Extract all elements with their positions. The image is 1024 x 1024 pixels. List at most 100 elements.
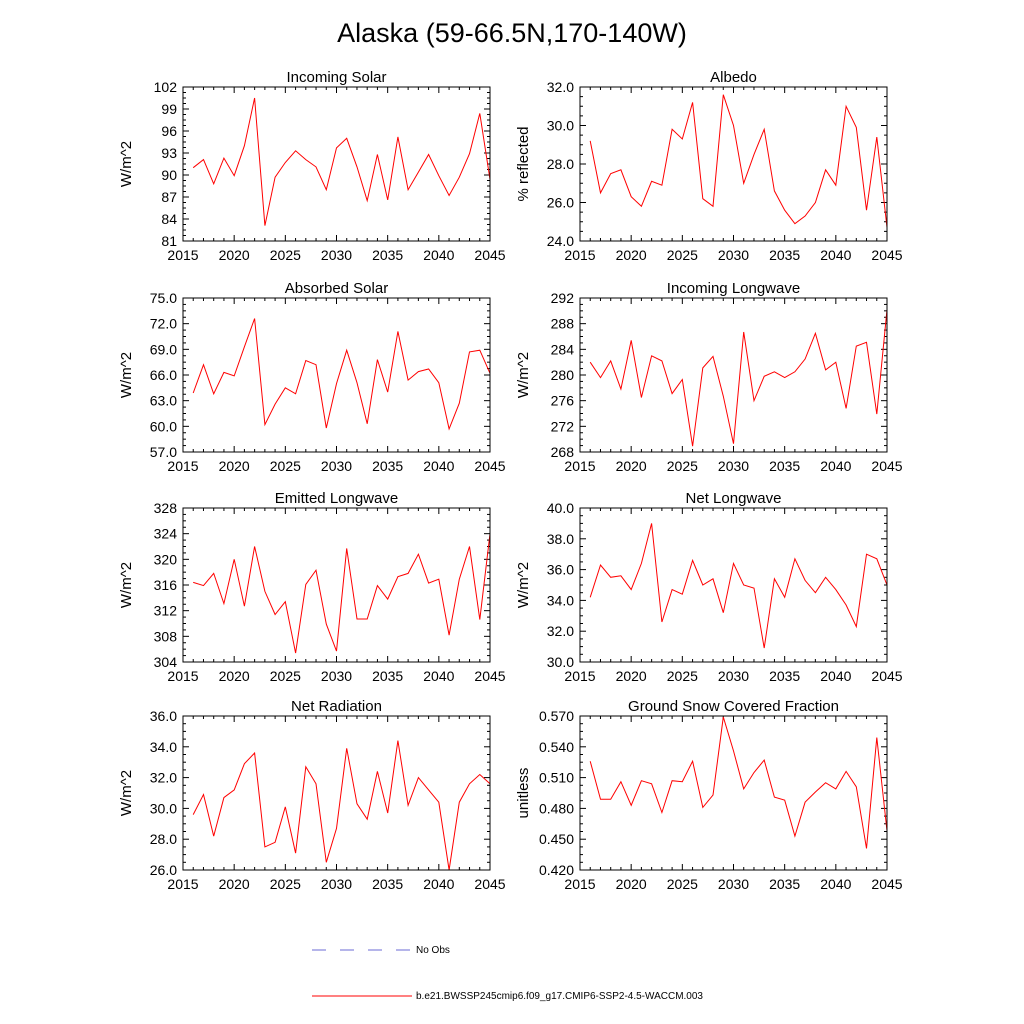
panel-6: Net Radiation W/m^2 2015 2020 2025 2030 2035 20… [118, 698, 506, 892]
x-tick-label: 2045 [871, 668, 902, 684]
x-tick-label: 2030 [718, 876, 749, 892]
panel-title: Net Longwave [686, 490, 782, 507]
y-tick-label: 288 [551, 316, 575, 332]
y-tick-label: 292 [551, 290, 575, 306]
y-axis-label: W/m^2 [118, 141, 135, 187]
y-tick-label: 0.420 [539, 862, 574, 878]
y-tick-label: 0.540 [539, 739, 574, 755]
series-line [589, 94, 888, 228]
y-tick-label: 40.0 [547, 500, 574, 516]
x-tick-label: 2045 [474, 247, 505, 263]
x-tick-label: 2040 [423, 668, 454, 684]
y-tick-label: 304 [154, 654, 178, 670]
x-tick-label: 2035 [372, 668, 403, 684]
y-tick-label: 66.0 [150, 367, 177, 383]
series-line [589, 716, 888, 849]
y-tick-label: 324 [154, 526, 178, 542]
series-line [589, 523, 888, 649]
panels-group: Incoming Solar W/m^2 2015 2020 2025 2030 2035 2… [118, 69, 903, 892]
y-tick-label: 32.0 [547, 79, 574, 95]
x-tick-label: 2040 [423, 876, 454, 892]
y-tick-label: 30.0 [150, 800, 177, 816]
y-tick-label: 28.0 [547, 156, 574, 172]
panel-7: Ground Snow Covered Fraction unitless 2015… [515, 698, 903, 892]
series-line [192, 97, 491, 226]
panel-title: Incoming Longwave [667, 280, 800, 297]
y-tick-label: 0.480 [539, 800, 574, 816]
y-tick-label: 102 [154, 79, 178, 95]
panel-title: Absorbed Solar [285, 280, 388, 297]
x-tick-label: 2015 [564, 668, 595, 684]
x-tick-label: 2015 [564, 876, 595, 892]
y-tick-label: 38.0 [547, 531, 574, 547]
y-tick-label: 75.0 [150, 290, 177, 306]
y-tick-label: 90 [161, 167, 177, 183]
panel-4: Emitted Longwave W/m^2 2015 2020 2025 2030 203… [118, 490, 506, 684]
x-tick-label: 2035 [372, 876, 403, 892]
y-axis-label: W/m^2 [118, 770, 135, 816]
y-tick-label: 268 [551, 444, 575, 460]
y-tick-label: 32.0 [547, 623, 574, 639]
legend-obs-label: No Obs [416, 945, 450, 956]
x-tick-label: 2040 [820, 668, 851, 684]
y-tick-label: 93 [161, 145, 177, 161]
x-tick-label: 2015 [564, 458, 595, 474]
plot-frame [182, 297, 491, 453]
y-axis-label: W/m^2 [515, 352, 532, 398]
plot-frame [579, 715, 888, 871]
y-tick-label: 0.570 [539, 708, 574, 724]
y-tick-label: 30.0 [547, 118, 574, 134]
x-tick-label: 2030 [321, 668, 352, 684]
x-tick-label: 2020 [616, 458, 647, 474]
panel-title: Net Radiation [291, 698, 382, 715]
x-tick-label: 2035 [372, 458, 403, 474]
x-tick-label: 2015 [167, 247, 198, 263]
y-tick-label: 36.0 [547, 562, 574, 578]
panel-2: Absorbed Solar W/m^2 2015 2020 2025 2030 2035 2… [118, 280, 506, 474]
y-tick-label: 26.0 [547, 195, 574, 211]
panel-1: Albedo % reflected 2015 2020 2025 2030 2035 204… [515, 69, 903, 263]
x-tick-label: 2025 [270, 668, 301, 684]
x-tick-label: 2045 [474, 668, 505, 684]
plot-frame [182, 86, 491, 242]
plot-frame [579, 507, 888, 663]
x-tick-label: 2025 [270, 247, 301, 263]
y-tick-label: 84 [161, 211, 177, 227]
y-tick-label: 69.0 [150, 341, 177, 357]
x-tick-label: 2025 [667, 668, 698, 684]
y-tick-label: 28.0 [150, 831, 177, 847]
x-tick-label: 2040 [820, 247, 851, 263]
y-tick-label: 320 [154, 551, 178, 567]
y-tick-label: 60.0 [150, 418, 177, 434]
legend-model-label: b.e21.BWSSP245cmip6.f09_g17.CMIP6-SSP2-4… [416, 991, 703, 1002]
x-tick-label: 2020 [219, 668, 250, 684]
x-tick-label: 2040 [423, 458, 454, 474]
series-line [193, 533, 491, 654]
panel-5: Net Longwave W/m^2 2015 2020 2025 2030 2035 204… [515, 490, 903, 684]
legend: No Obs b.e21.BWSSP245cmip6.f09_g17.CMIP6… [312, 945, 703, 1002]
x-tick-label: 2040 [820, 876, 851, 892]
y-tick-label: 308 [154, 628, 178, 644]
x-tick-label: 2015 [167, 876, 198, 892]
y-tick-label: 96 [161, 123, 177, 139]
x-tick-label: 2030 [321, 876, 352, 892]
plot-frame [579, 86, 888, 242]
x-tick-label: 2040 [423, 247, 454, 263]
y-tick-label: 87 [161, 189, 177, 205]
panel-title: Albedo [710, 69, 757, 86]
y-tick-label: 81 [161, 233, 177, 249]
x-tick-label: 2015 [167, 668, 198, 684]
y-tick-label: 276 [551, 393, 575, 409]
series-line [589, 309, 888, 447]
panel-3: Incoming Longwave W/m^2 2015 2020 2025 2030 20… [515, 280, 903, 474]
x-tick-label: 2025 [667, 458, 698, 474]
y-tick-label: 316 [154, 577, 178, 593]
panel-title: Ground Snow Covered Fraction [628, 698, 839, 715]
y-tick-label: 99 [161, 101, 177, 117]
x-tick-label: 2030 [718, 668, 749, 684]
x-tick-label: 2035 [372, 247, 403, 263]
x-tick-label: 2025 [667, 247, 698, 263]
y-axis-label: W/m^2 [515, 562, 532, 608]
y-tick-label: 26.0 [150, 862, 177, 878]
